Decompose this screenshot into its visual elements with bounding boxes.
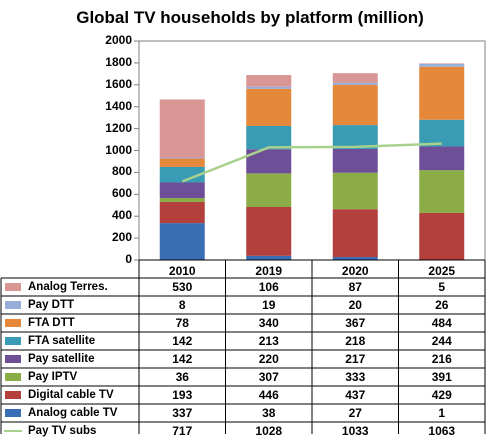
bar-pay-iptv [333,173,378,209]
data-label: 213 [226,332,313,350]
y-tick-label: 600 [92,186,132,200]
data-label: 36 [139,368,226,386]
data-label: 8 [139,296,226,314]
legend-key-pay-dtt [5,301,21,309]
legend-key-fta-satellite [5,337,21,345]
line-pay-tv-subs [182,144,442,182]
legend-label: Pay IPTV [28,368,77,386]
bar-pay-satellite [419,146,464,170]
y-tick-label: 0 [92,252,132,266]
bar-fta-dtt [160,158,205,167]
data-label: 193 [139,386,226,404]
bar-digital-cable-tv [246,207,291,256]
bar-pay-iptv [419,170,464,213]
legend-label: Pay satellite [28,350,94,368]
y-tick-label: 800 [92,164,132,178]
data-label: 20 [312,296,399,314]
y-tick-label: 1600 [92,77,132,91]
bar-fta-satellite [419,120,464,147]
bar-fta-dtt [333,85,378,125]
legend-label: FTA satellite [28,332,95,350]
data-label: 1033 [312,422,399,440]
data-label: 142 [139,332,226,350]
data-label: 87 [312,278,399,296]
data-label: 337 [139,404,226,422]
legend-key-pay-tv-subs [4,430,22,432]
bar-pay-iptv [246,173,291,207]
data-label: 367 [312,314,399,332]
data-label: 717 [139,422,226,440]
bar-pay-iptv [160,198,205,202]
data-label: 27 [312,404,399,422]
bar-analog-terres [333,73,378,83]
bar-pay-satellite [160,182,205,198]
data-label: 216 [399,350,486,368]
legend-key-digital-cable-tv [5,391,21,399]
bar-pay-dtt [419,64,464,67]
data-label: 333 [312,368,399,386]
bar-fta-dtt [246,89,291,126]
data-label: 429 [399,386,486,404]
legend-key-pay-iptv [5,373,21,381]
y-tick-label: 200 [92,230,132,244]
data-label: 530 [139,278,226,296]
data-label: 484 [399,314,486,332]
data-label: 1063 [399,422,486,440]
y-tick-label: 400 [92,208,132,222]
bar-fta-dtt [419,67,464,120]
bar-pay-dtt [246,87,291,89]
data-label: 78 [139,314,226,332]
legend-key-analog-terres [5,283,21,291]
bar-pay-satellite [333,149,378,173]
data-label: 391 [399,368,486,386]
data-label: 217 [312,350,399,368]
data-label: 106 [226,278,313,296]
bar-analog-terres [246,75,291,87]
data-label: 446 [226,386,313,404]
y-tick-label: 1800 [92,55,132,69]
data-label: 218 [312,332,399,350]
bar-digital-cable-tv [419,213,464,260]
bar-analog-cable-tv [246,256,291,260]
bar-pay-dtt [160,158,205,159]
legend-label: Analog Terres. [28,278,108,296]
data-label: 142 [139,350,226,368]
bar-analog-terres [419,63,464,64]
legend-label: Pay TV subs [28,422,96,440]
data-label: 244 [399,332,486,350]
legend-key-pay-satellite [5,355,21,363]
legend-key-analog-cable-tv [5,409,21,417]
y-tick-label: 1000 [92,143,132,157]
legend-label: Analog cable TV [28,404,117,422]
bar-digital-cable-tv [333,209,378,257]
legend-key-fta-dtt [5,319,21,327]
y-tick-label: 2000 [92,33,132,47]
legend-label: Digital cable TV [28,386,114,404]
data-label: 1 [399,404,486,422]
data-label: 1028 [226,422,313,440]
bar-fta-satellite [246,126,291,149]
bar-analog-terres [160,99,205,157]
data-label: 5 [399,278,486,296]
legend-label: FTA DTT [28,314,75,332]
bar-pay-dtt [333,83,378,85]
bar-digital-cable-tv [160,202,205,223]
data-label: 19 [226,296,313,314]
data-label: 437 [312,386,399,404]
data-label: 307 [226,368,313,386]
data-label: 26 [399,296,486,314]
data-label: 340 [226,314,313,332]
bar-analog-cable-tv [160,223,205,260]
data-label: 220 [226,350,313,368]
legend-label: Pay DTT [28,296,74,314]
y-tick-label: 1400 [92,99,132,113]
data-label: 38 [226,404,313,422]
y-tick-label: 1200 [92,121,132,135]
